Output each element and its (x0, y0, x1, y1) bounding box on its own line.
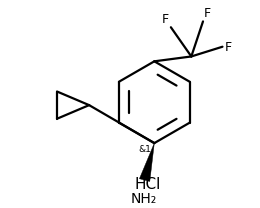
Text: F: F (162, 13, 169, 26)
Text: NH₂: NH₂ (131, 192, 157, 206)
Text: F: F (204, 7, 211, 20)
Text: HCl: HCl (134, 177, 161, 192)
Text: &1: &1 (139, 145, 151, 154)
Polygon shape (139, 143, 154, 181)
Text: F: F (224, 41, 232, 54)
